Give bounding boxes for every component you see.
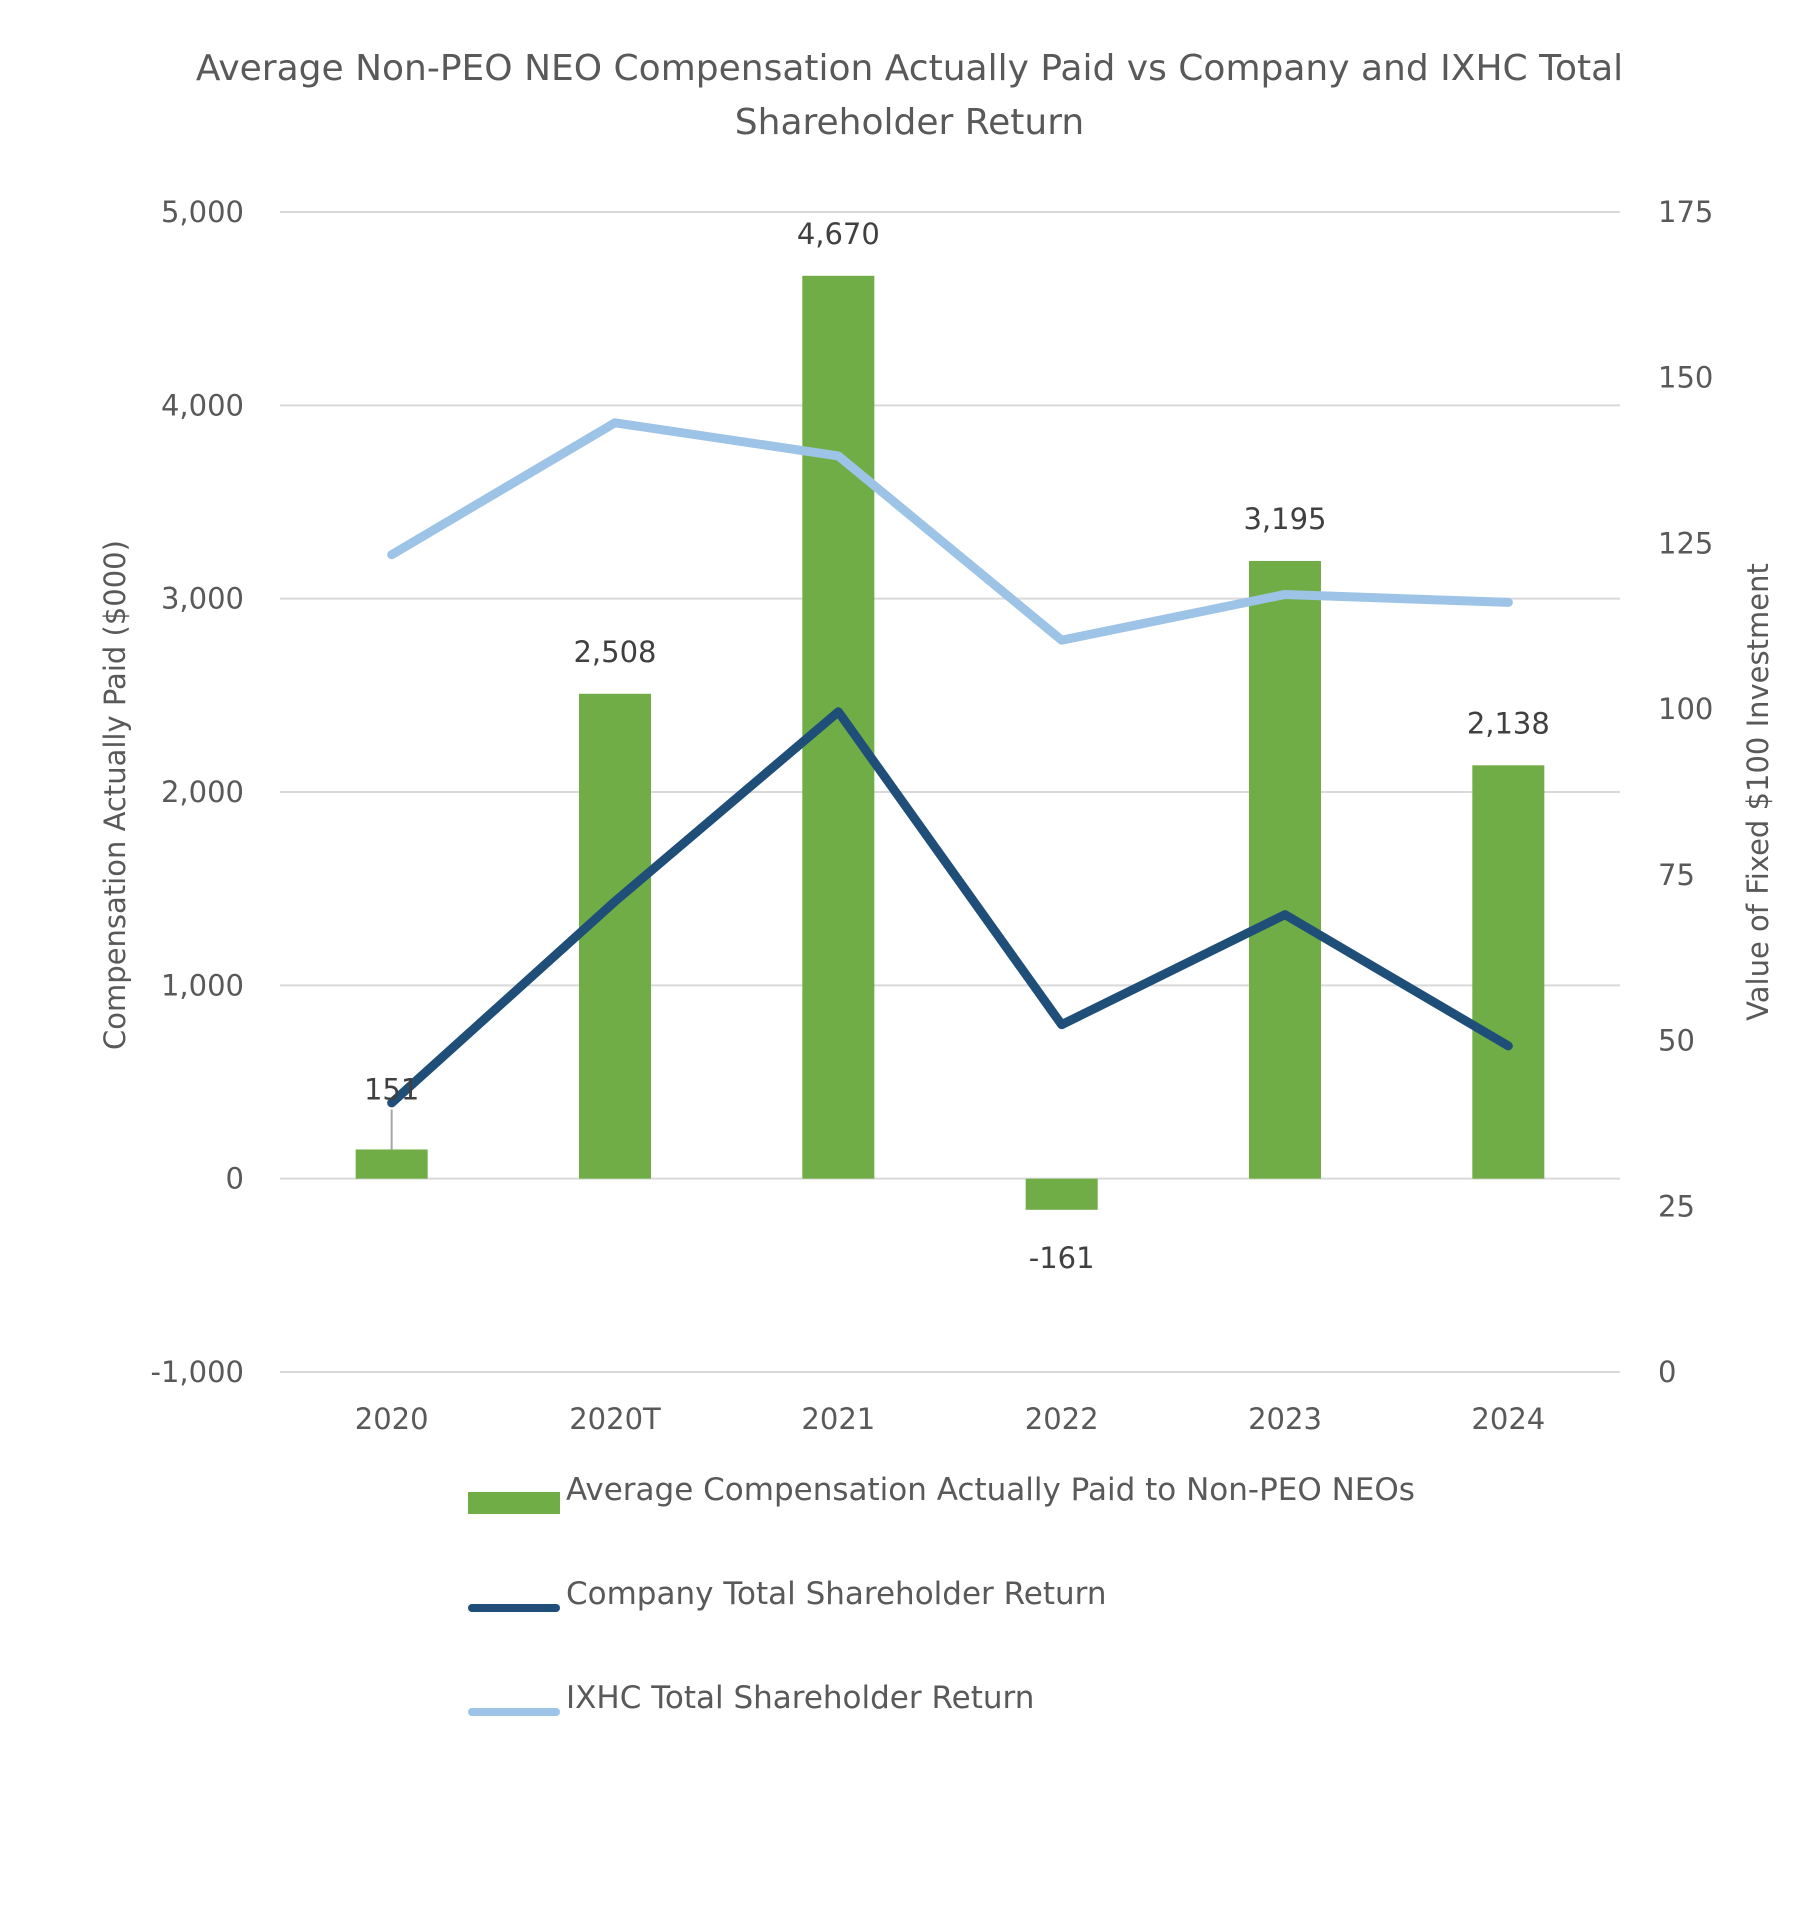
line-series — [387, 418, 1513, 1108]
bar — [1025, 1178, 1098, 1210]
legend-swatch-company-tsr — [468, 1604, 560, 1612]
chart-title-line-2: Shareholder Return — [734, 102, 1085, 143]
bar-data-label: 151 — [364, 1072, 419, 1106]
y-tick-label: 2,000 — [161, 775, 244, 809]
x-tick-label: 2023 — [1248, 1402, 1322, 1436]
y2-tick-label: 25 — [1658, 1189, 1695, 1223]
bar — [355, 1149, 428, 1179]
bar-data-label: 2,508 — [573, 635, 656, 669]
bar — [579, 693, 651, 1179]
legend-swatch-ixhc-tsr — [468, 1708, 560, 1716]
y2-tick-label: 175 — [1658, 195, 1713, 229]
y2-tick-label: 50 — [1658, 1024, 1695, 1058]
y-axis-label: Compensation Actually Paid ($000) — [98, 540, 132, 1050]
y2-tick-label: 0 — [1658, 1355, 1676, 1389]
bar-series — [355, 275, 1545, 1210]
y2-axis-label: Value of Fixed $100 Investment — [1741, 563, 1775, 1021]
y2-tick-label: 75 — [1658, 858, 1695, 892]
x-tick-label: 2020 — [355, 1402, 429, 1436]
data-labels: 151 2,508 4,670 -161 3,195 2,138 — [364, 217, 1550, 1275]
y-tick-label: 4,000 — [161, 388, 244, 422]
chart-title-line-1: Average Non-PEO NEO Compensation Actuall… — [195, 48, 1624, 89]
gridlines — [280, 211, 1620, 1373]
y2-tick-label: 125 — [1658, 526, 1713, 560]
x-tick-label: 2024 — [1471, 1402, 1545, 1436]
bar-data-label: 3,195 — [1243, 502, 1326, 536]
bar — [1249, 560, 1321, 1179]
legend-swatch-bars — [468, 1492, 560, 1514]
y-tick-label: 0 — [226, 1162, 244, 1196]
y2-tick-label: 100 — [1658, 692, 1713, 726]
x-tick-label: 2021 — [801, 1402, 875, 1436]
x-tick-label: 2022 — [1025, 1402, 1099, 1436]
bar — [1472, 765, 1545, 1179]
y2-tick-label: 150 — [1658, 361, 1713, 395]
bar — [802, 275, 875, 1179]
legend-label-ixhc-tsr: IXHC Total Shareholder Return — [566, 1680, 1035, 1716]
legend-label-company-tsr: Company Total Shareholder Return — [566, 1576, 1107, 1612]
x-axis-ticks: 2020 2020T 2021 2022 2023 2024 — [355, 1402, 1545, 1436]
bar-data-label: 2,138 — [1467, 706, 1550, 740]
y-tick-label: 5,000 — [161, 195, 244, 229]
ixhc-tsr-line — [387, 418, 1513, 645]
x-tick-label: 2020T — [569, 1402, 661, 1436]
left-axis-ticks: -1,000 0 1,000 2,000 3,000 4,000 5,000 — [151, 195, 245, 1389]
legend-label-bars: Average Compensation Actually Paid to No… — [566, 1472, 1415, 1508]
bar-data-label: -161 — [1029, 1241, 1095, 1275]
y-tick-label: 1,000 — [161, 968, 244, 1002]
right-axis-ticks: 0 25 50 75 100 125 150 175 — [1658, 195, 1713, 1389]
y-tick-label: 3,000 — [161, 582, 244, 616]
company-tsr-line — [387, 707, 1513, 1108]
bar-data-label: 4,670 — [797, 217, 880, 251]
y-tick-label: -1,000 — [151, 1355, 245, 1389]
